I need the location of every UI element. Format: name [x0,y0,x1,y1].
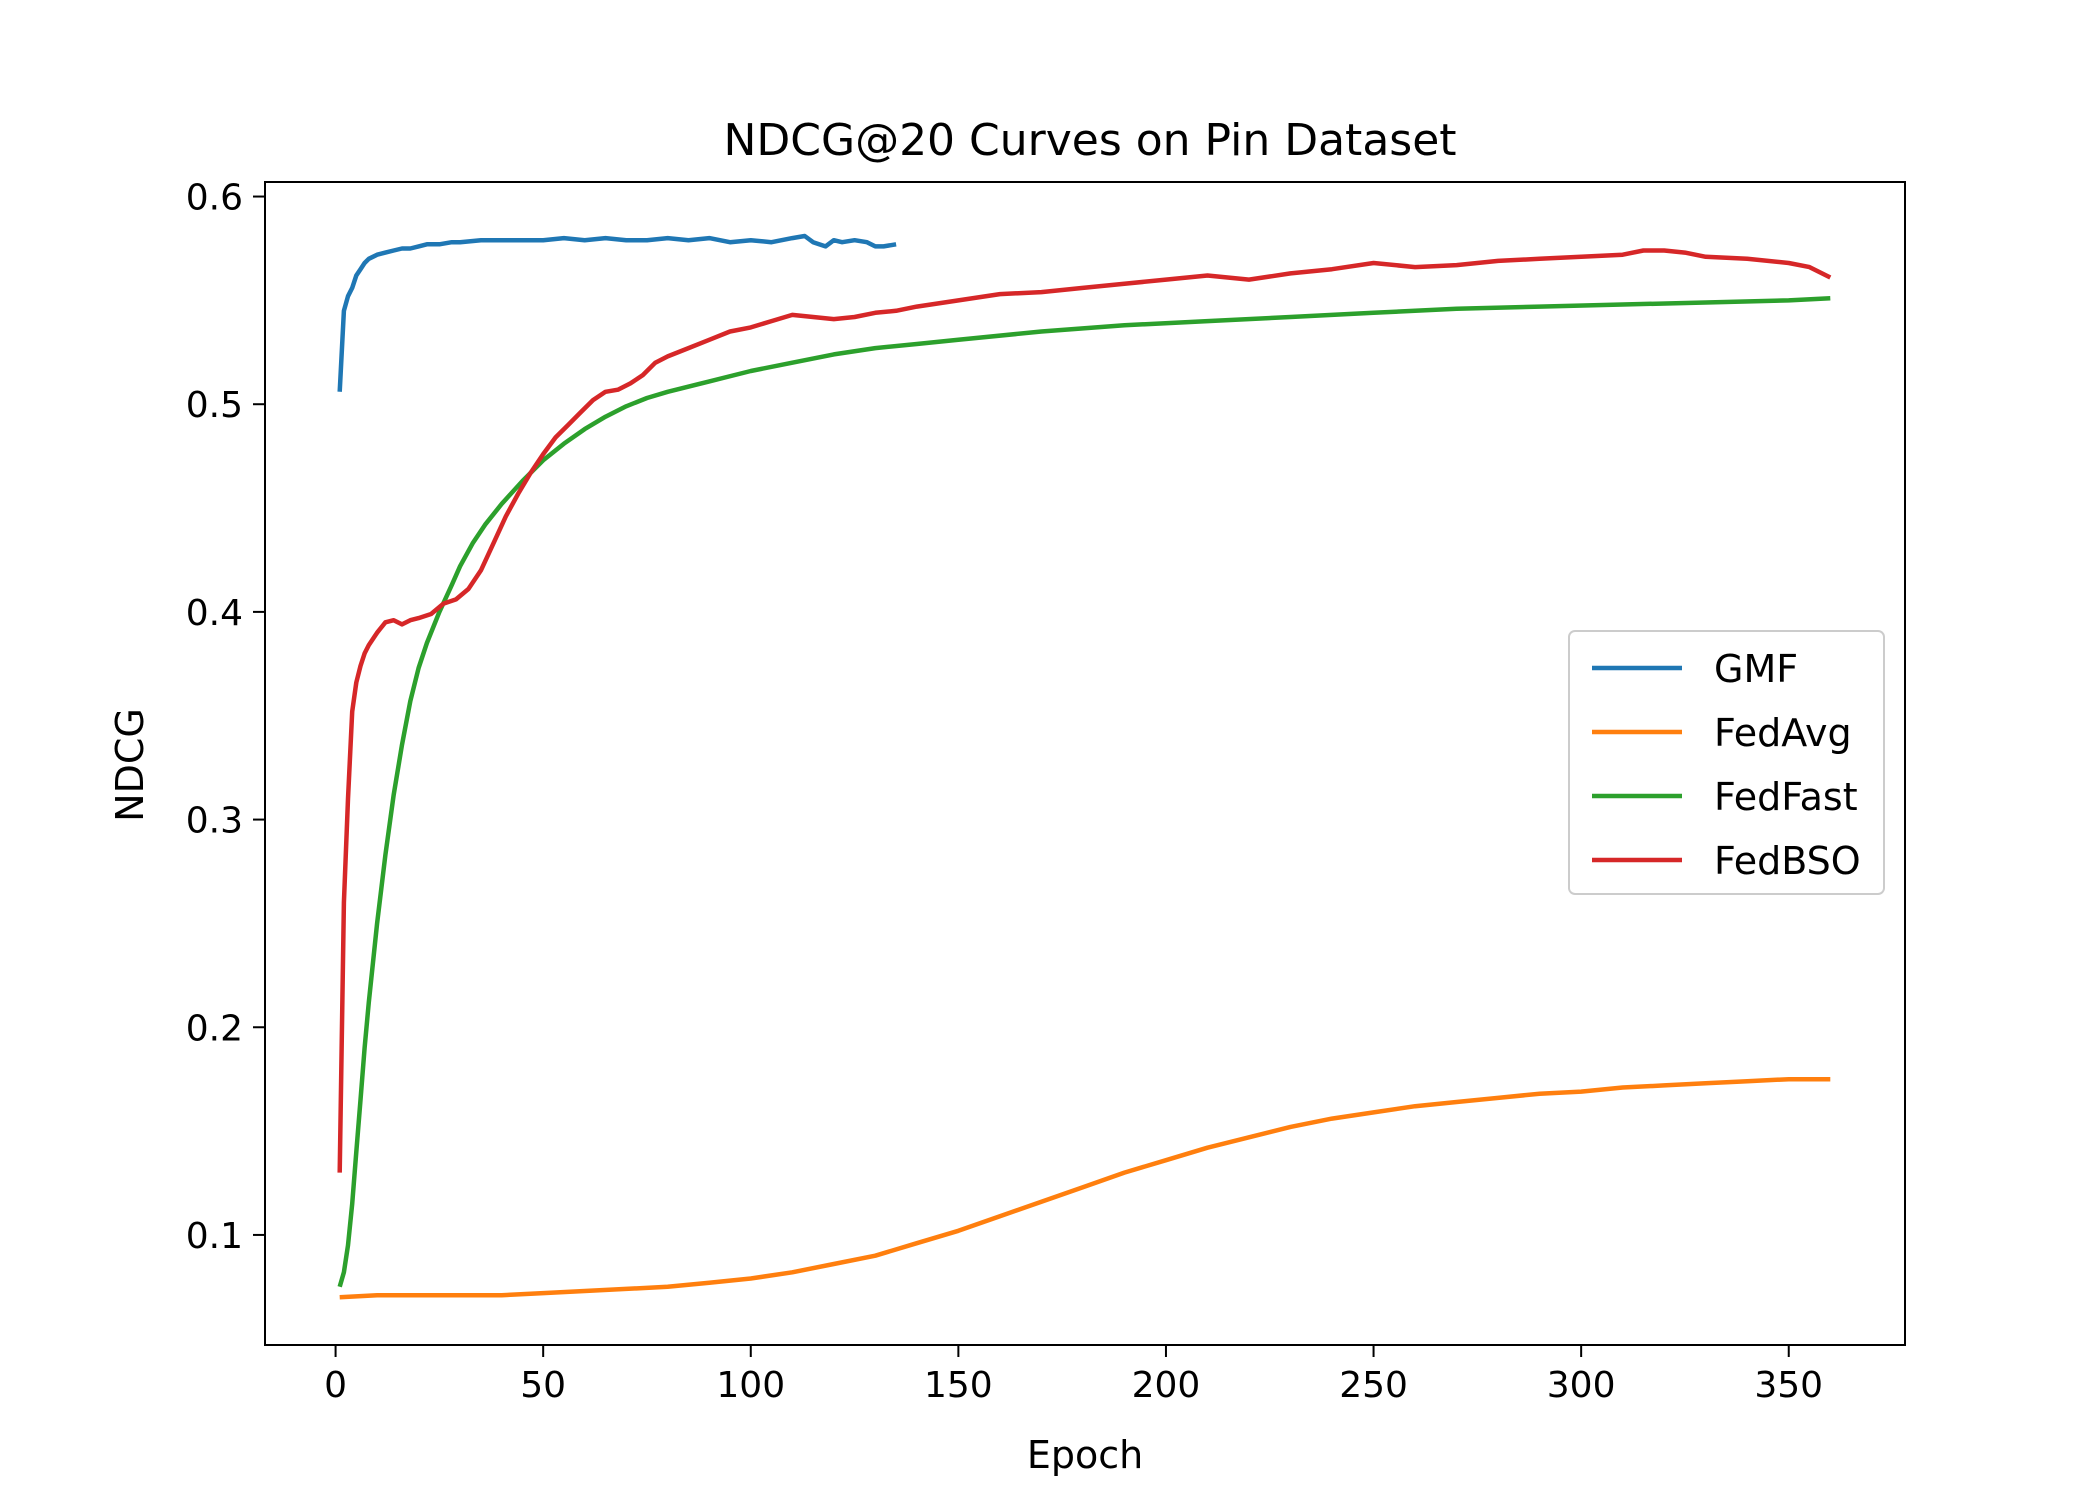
y-axis-label: NDCG [108,708,152,822]
y-tick-label: 0.6 [186,178,243,219]
x-tick-label: 300 [1547,1365,1616,1406]
x-axis-label: Epoch [1027,1433,1143,1477]
series-line-fedavg [340,1079,1831,1297]
x-tick-label: 200 [1132,1365,1201,1406]
legend-label-fedfast: FedFast [1714,775,1858,819]
y-tick-label: 0.2 [186,1008,243,1049]
x-tick-label: 350 [1754,1365,1823,1406]
legend: GMF FedAvg FedFast FedBSO [1569,631,1884,894]
x-tick-label: 0 [324,1365,347,1406]
legend-label-gmf: GMF [1714,647,1798,691]
x-tick-label: 150 [924,1365,993,1406]
series-line-gmf [340,236,896,392]
legend-label-fedavg: FedAvg [1714,711,1852,755]
x-tick-label: 50 [520,1365,566,1406]
y-tick-label: 0.3 [186,801,243,842]
x-tick-label: 100 [716,1365,785,1406]
y-tick-label: 0.5 [186,385,243,426]
y-tick-label: 0.1 [186,1216,243,1257]
y-axis: 0.1 0.2 0.3 0.4 0.5 0.6 [186,178,265,1257]
chart-title: NDCG@20 Curves on Pin Dataset [723,115,1456,166]
y-tick-label: 0.4 [186,593,243,634]
x-tick-label: 250 [1339,1365,1408,1406]
x-axis: 0 50 100 150 200 250 300 350 [324,1345,1823,1406]
legend-label-fedbso: FedBSO [1714,839,1861,883]
